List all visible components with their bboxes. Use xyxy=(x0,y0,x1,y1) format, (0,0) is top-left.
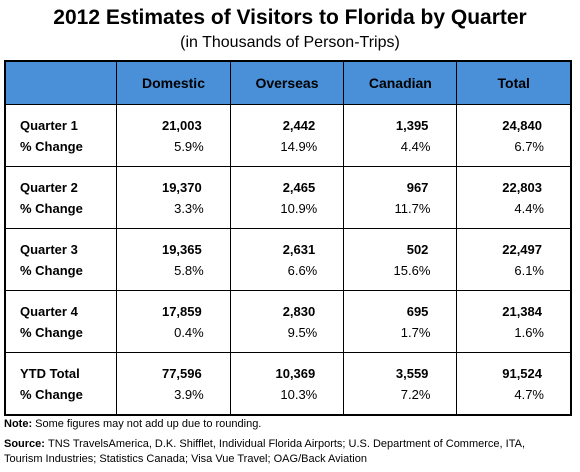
change-row: % Change 5.9% 14.9% 4.4% 6.7% xyxy=(4,136,572,167)
change-cell: 3.9% xyxy=(116,384,231,415)
value-cell: 3,559 xyxy=(343,352,458,384)
table-body: Quarter 1 21,003 2,442 1,395 24,840% Change 5… xyxy=(4,104,572,415)
value-row: YTD Total 77,596 10,369 3,559 91,524 xyxy=(4,352,572,384)
value-row: Quarter 3 19,365 2,631 502 22,497 xyxy=(4,228,572,260)
row-label: % Change xyxy=(4,260,118,291)
column-header: Canadian xyxy=(343,61,458,105)
row-label: % Change xyxy=(4,322,118,353)
title: 2012 Estimates of Visitors to Florida by… xyxy=(53,6,527,29)
column-header: Overseas xyxy=(229,61,345,105)
value-cell: 10,369 xyxy=(229,352,345,384)
header-row: Domestic Overseas Canadian Total xyxy=(4,61,572,105)
row-label: Quarter 4 xyxy=(4,290,118,322)
note-text: Some figures may not add up due to round… xyxy=(35,418,262,430)
corner-cell xyxy=(4,61,118,105)
change-row: % Change 3.9% 10.3% 7.2% 4.7% xyxy=(4,384,572,415)
row-label: % Change xyxy=(4,384,118,415)
source-text: TNS TravelsAmerica, D.K. Shifflet, Indiv… xyxy=(4,438,525,465)
change-cell: 0.4% xyxy=(116,322,231,353)
column-header: Total xyxy=(456,61,572,105)
note-label: Note: xyxy=(4,418,33,430)
change-cell: 6.6% xyxy=(229,260,345,291)
column-header: Domestic xyxy=(116,61,231,105)
value-row: Quarter 2 19,370 2,465 967 22,803 xyxy=(4,166,572,198)
change-cell: 14.9% xyxy=(229,136,345,167)
change-cell: 15.6% xyxy=(343,260,458,291)
change-cell: 4.4% xyxy=(343,136,458,167)
value-cell: 695 xyxy=(343,290,458,322)
change-cell: 10.3% xyxy=(229,384,345,415)
value-cell: 21,003 xyxy=(116,104,231,136)
source: Source: TNS TravelsAmerica, D.K. Shifflet… xyxy=(4,437,564,467)
change-cell: 5.9% xyxy=(116,136,231,167)
change-row: % Change 3.3% 10.9% 11.7% 4.4% xyxy=(4,198,572,229)
change-cell: 4.7% xyxy=(456,384,572,415)
value-cell: 1,395 xyxy=(343,104,458,136)
data-table: Domestic Overseas Canadian Total Quarter 1 21… xyxy=(4,60,572,416)
change-cell: 11.7% xyxy=(343,198,458,229)
change-cell: 6.7% xyxy=(456,136,572,167)
value-cell: 2,465 xyxy=(229,166,345,198)
change-cell: 3.3% xyxy=(116,198,231,229)
source-label: Source: xyxy=(4,438,45,450)
value-cell: 24,840 xyxy=(456,104,572,136)
change-cell: 5.8% xyxy=(116,260,231,291)
value-cell: 22,803 xyxy=(456,166,572,198)
row-label: YTD Total xyxy=(4,352,118,384)
row-label: Quarter 1 xyxy=(4,104,118,136)
value-cell: 77,596 xyxy=(116,352,231,384)
value-cell: 2,830 xyxy=(229,290,345,322)
change-cell: 7.2% xyxy=(343,384,458,415)
change-cell: 1.7% xyxy=(343,322,458,353)
row-label: Quarter 3 xyxy=(4,228,118,260)
change-row: % Change 5.8% 6.6% 15.6% 6.1% xyxy=(4,260,572,291)
note: Note: Some figures may not add up due to … xyxy=(4,418,261,430)
value-cell: 2,442 xyxy=(229,104,345,136)
value-cell: 19,370 xyxy=(116,166,231,198)
change-row: % Change 0.4% 9.5% 1.7% 1.6% xyxy=(4,322,572,353)
change-cell: 4.4% xyxy=(456,198,572,229)
row-label: % Change xyxy=(4,136,118,167)
row-label: % Change xyxy=(4,198,118,229)
row-label: Quarter 2 xyxy=(4,166,118,198)
value-cell: 21,384 xyxy=(456,290,572,322)
value-cell: 19,365 xyxy=(116,228,231,260)
value-cell: 2,631 xyxy=(229,228,345,260)
change-cell: 6.1% xyxy=(456,260,572,291)
change-cell: 1.6% xyxy=(456,322,572,353)
change-cell: 10.9% xyxy=(229,198,345,229)
value-row: Quarter 4 17,859 2,830 695 21,384 xyxy=(4,290,572,322)
value-row: Quarter 1 21,003 2,442 1,395 24,840 xyxy=(4,104,572,136)
change-cell: 9.5% xyxy=(229,322,345,353)
value-cell: 502 xyxy=(343,228,458,260)
value-cell: 17,859 xyxy=(116,290,231,322)
value-cell: 91,524 xyxy=(456,352,572,384)
subtitle: (in Thousands of Person-Trips) xyxy=(180,34,400,51)
value-cell: 967 xyxy=(343,166,458,198)
value-cell: 22,497 xyxy=(456,228,572,260)
